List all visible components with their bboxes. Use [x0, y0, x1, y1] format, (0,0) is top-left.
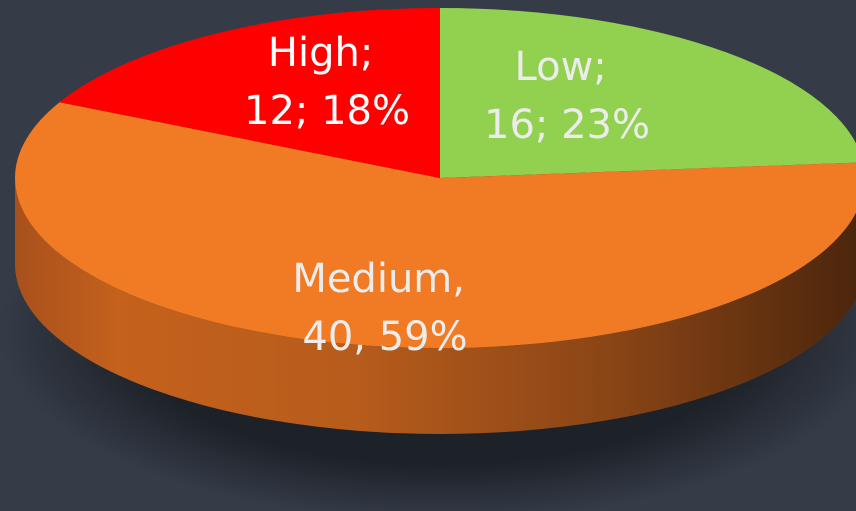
pie-slices — [15, 8, 856, 348]
slice-label-high-line2: 12; 18% — [244, 88, 410, 134]
pie-slice-high — [59, 8, 440, 178]
pie-side-wall — [15, 178, 856, 434]
pie-slice-low — [440, 8, 856, 178]
slice-label-medium: Medium, 40, 59% — [292, 256, 477, 360]
slice-label-high-line1: High; — [268, 30, 373, 76]
pie-labels: High; 12; 18% Low; 16; 23% Medium, 40, 5… — [244, 30, 650, 360]
slice-label-low: Low; 16; 23% — [484, 44, 650, 148]
slice-label-low-line1: Low; — [515, 44, 607, 90]
pie-slice-medium — [15, 102, 856, 348]
slice-label-low-line2: 16; 23% — [484, 102, 650, 148]
slice-label-medium-line1: Medium, — [292, 256, 465, 302]
slice-label-medium-line2: 40, 59% — [302, 314, 467, 360]
slice-label-high: High; 12; 18% — [244, 30, 410, 134]
